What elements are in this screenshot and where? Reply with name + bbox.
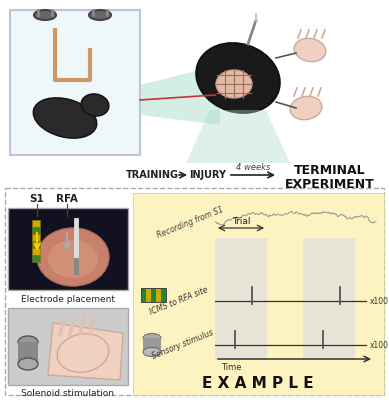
Bar	[141, 288, 146, 302]
Ellipse shape	[196, 43, 280, 113]
Text: ICMS to RFA site: ICMS to RFA site	[149, 285, 210, 317]
Text: 4 weeks: 4 weeks	[236, 162, 270, 172]
Bar	[32, 241, 40, 248]
Bar	[32, 248, 40, 255]
FancyBboxPatch shape	[133, 193, 384, 395]
Bar	[18, 342, 38, 364]
Ellipse shape	[143, 348, 161, 356]
Ellipse shape	[81, 94, 109, 116]
Ellipse shape	[34, 10, 56, 20]
Text: INJURY: INJURY	[189, 170, 226, 180]
Text: x100: x100	[370, 296, 389, 306]
Text: Recording from S1: Recording from S1	[155, 206, 224, 240]
Bar	[32, 227, 40, 234]
Bar	[32, 255, 40, 262]
FancyBboxPatch shape	[8, 308, 128, 385]
Polygon shape	[140, 65, 220, 125]
Text: TERMINAL: TERMINAL	[294, 164, 366, 176]
FancyBboxPatch shape	[5, 188, 384, 395]
Bar	[161, 288, 166, 302]
Text: S1: S1	[30, 194, 44, 204]
Polygon shape	[186, 110, 290, 163]
Text: TRAINING: TRAINING	[126, 170, 179, 180]
Ellipse shape	[290, 96, 322, 120]
Ellipse shape	[89, 10, 111, 20]
Ellipse shape	[37, 228, 109, 286]
Text: Time: Time	[221, 364, 242, 372]
Text: Sensory stimulus: Sensory stimulus	[151, 328, 215, 362]
Ellipse shape	[216, 70, 252, 98]
Text: Trial: Trial	[232, 216, 250, 226]
Polygon shape	[48, 323, 123, 380]
Bar	[146, 288, 151, 302]
Bar	[215, 238, 267, 360]
Text: Solenoid stimulation: Solenoid stimulation	[21, 390, 114, 398]
Bar	[143, 338, 161, 352]
Bar	[32, 234, 40, 241]
Ellipse shape	[18, 358, 38, 370]
Ellipse shape	[33, 98, 97, 138]
Bar	[32, 220, 40, 227]
Bar	[303, 238, 355, 360]
Bar	[151, 288, 156, 302]
Ellipse shape	[143, 334, 161, 342]
Bar	[141, 288, 166, 302]
Text: EXPERIMENT: EXPERIMENT	[285, 178, 375, 190]
Text: x100: x100	[370, 340, 389, 350]
Text: RFA: RFA	[56, 194, 78, 204]
Ellipse shape	[294, 38, 326, 62]
Text: Electrode placement: Electrode placement	[21, 294, 115, 304]
Ellipse shape	[57, 334, 109, 372]
Bar	[156, 288, 161, 302]
Ellipse shape	[18, 336, 38, 348]
FancyBboxPatch shape	[8, 208, 128, 290]
Ellipse shape	[48, 240, 98, 278]
FancyBboxPatch shape	[10, 10, 140, 155]
Text: E X A M P L E: E X A M P L E	[202, 376, 314, 390]
